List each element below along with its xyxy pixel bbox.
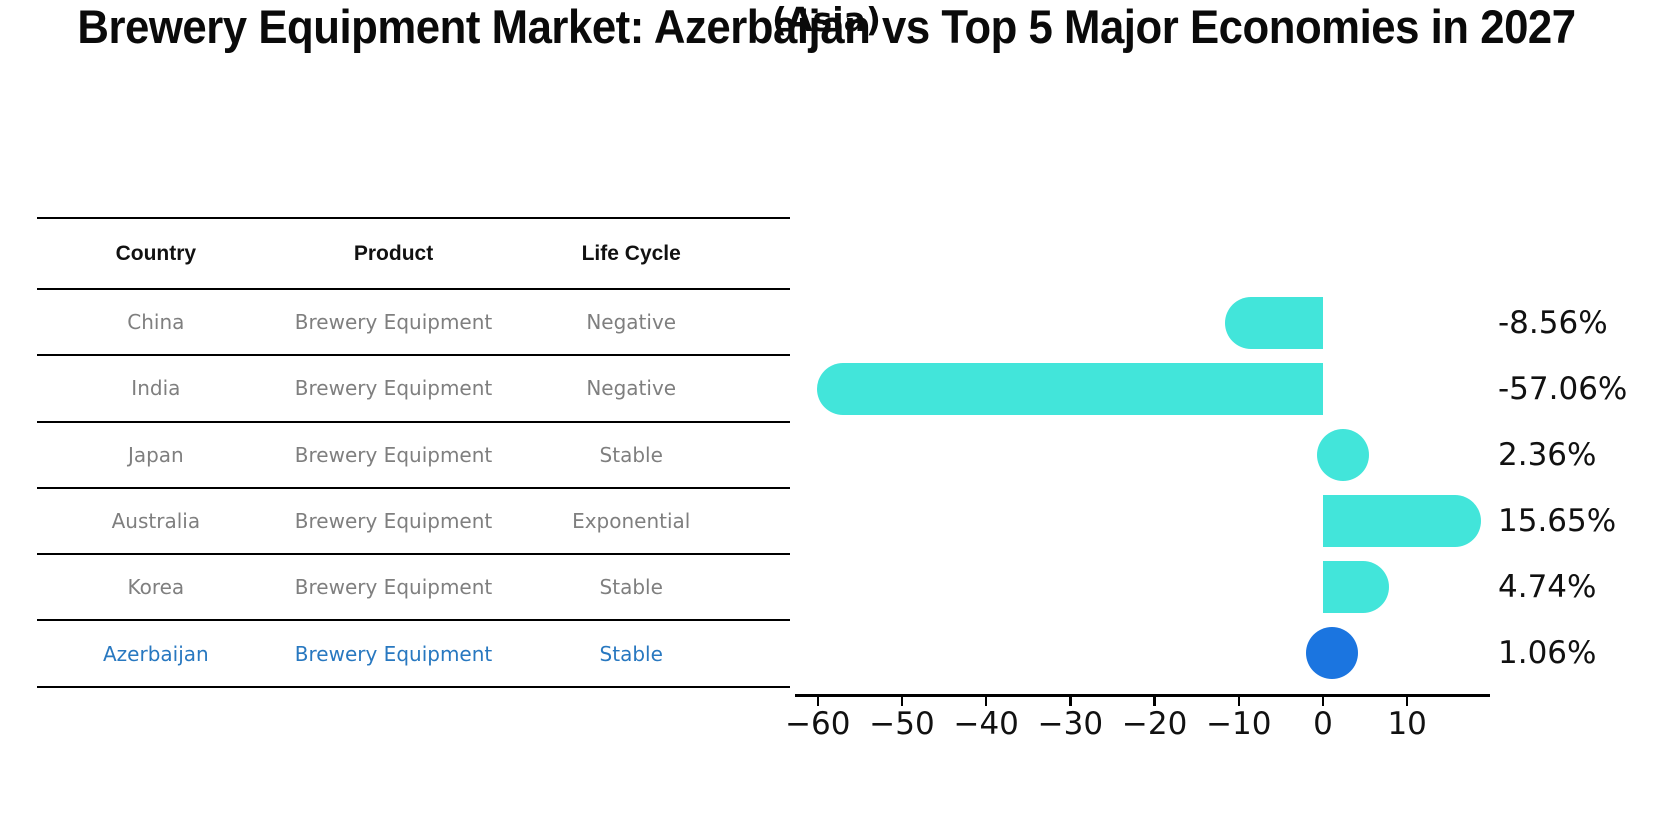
page-title: Brewery Equipment Market: Azerbaijan vs … xyxy=(77,0,1576,53)
value-label-japan: 2.36% xyxy=(1498,437,1597,473)
cell-life-cycle: Negative xyxy=(586,310,677,335)
cell-country: Azerbaijan xyxy=(102,641,209,666)
table-row-china: China Brewery Equipment Negative xyxy=(37,290,790,357)
value-label-china: -8.56% xyxy=(1498,305,1608,341)
x-axis-tick xyxy=(1321,696,1325,706)
x-axis-tick xyxy=(900,696,904,706)
table-row-india: India Brewery Equipment Negative xyxy=(37,356,790,423)
table-row-japan: Japan Brewery Equipment Stable xyxy=(37,423,790,489)
cell-country: Japan xyxy=(127,442,184,467)
bar-china xyxy=(1224,297,1323,349)
cell-country: Korea xyxy=(127,575,185,600)
cell-product: Brewery Equipment xyxy=(294,641,493,666)
bar-india xyxy=(816,363,1323,415)
value-label-australia: 15.65% xyxy=(1498,503,1617,539)
cell-product: Brewery Equipment xyxy=(294,310,493,335)
cell-life-cycle: Negative xyxy=(586,376,677,401)
cell-country: Australia xyxy=(111,509,201,534)
x-axis-tick-label: −20 xyxy=(1121,706,1188,742)
x-axis-tick xyxy=(1237,696,1241,706)
cell-product: Brewery Equipment xyxy=(294,442,493,467)
value-label-azerbaijan: 1.06% xyxy=(1498,635,1597,671)
header-cell-life-cycle: Life Cycle xyxy=(581,241,681,265)
data-table: Country Product Life Cycle China Brewery … xyxy=(37,217,790,688)
value-label-india: -57.06% xyxy=(1498,371,1628,407)
table-row-australia: Australia Brewery Equipment Exponential xyxy=(37,489,790,556)
table-row-azerbaijan: Azerbaijan Brewery Equipment Stable xyxy=(37,621,790,688)
bar-korea xyxy=(1323,561,1389,613)
x-axis-tick-label: 0 xyxy=(1313,706,1333,742)
cell-product: Brewery Equipment xyxy=(294,509,493,534)
cell-product: Brewery Equipment xyxy=(294,376,493,401)
cell-life-cycle: Stable xyxy=(599,575,663,600)
table-header-row: Country Product Life Cycle xyxy=(37,217,790,290)
x-axis-tick xyxy=(816,696,820,706)
bar-japan xyxy=(1316,429,1369,481)
cell-country: India xyxy=(131,376,181,401)
x-axis-tick xyxy=(984,696,988,706)
x-axis-tick-label: −10 xyxy=(1206,706,1272,742)
bar-australia xyxy=(1323,495,1481,547)
x-axis-tick xyxy=(1153,696,1156,706)
x-axis-tick-label: 10 xyxy=(1387,706,1427,742)
cell-product: Brewery Equipment xyxy=(294,575,493,600)
bar-azerbaijan xyxy=(1305,627,1358,679)
x-axis-tick xyxy=(1405,696,1409,706)
x-axis-tick-label: −40 xyxy=(953,706,1019,742)
x-axis-line xyxy=(795,694,1490,697)
header-cell-country: Country xyxy=(115,241,197,265)
page-subtitle: (Asia) xyxy=(772,0,881,39)
cell-country: China xyxy=(127,310,185,335)
table-body: China Brewery Equipment Negative India Brewe… xyxy=(37,290,790,688)
x-axis-tick-label: −50 xyxy=(869,706,935,742)
x-axis-tick xyxy=(1069,696,1072,706)
value-label-korea: 4.74% xyxy=(1498,569,1597,605)
header-cell-product: Product xyxy=(353,241,434,265)
x-axis-tick-label: −30 xyxy=(1037,706,1104,742)
cell-life-cycle: Exponential xyxy=(572,509,691,534)
table-row-korea: Korea Brewery Equipment Stable xyxy=(37,555,790,622)
cell-life-cycle: Stable xyxy=(599,442,663,467)
x-axis-tick-label: −60 xyxy=(785,706,851,742)
cell-life-cycle: Stable xyxy=(599,641,663,666)
